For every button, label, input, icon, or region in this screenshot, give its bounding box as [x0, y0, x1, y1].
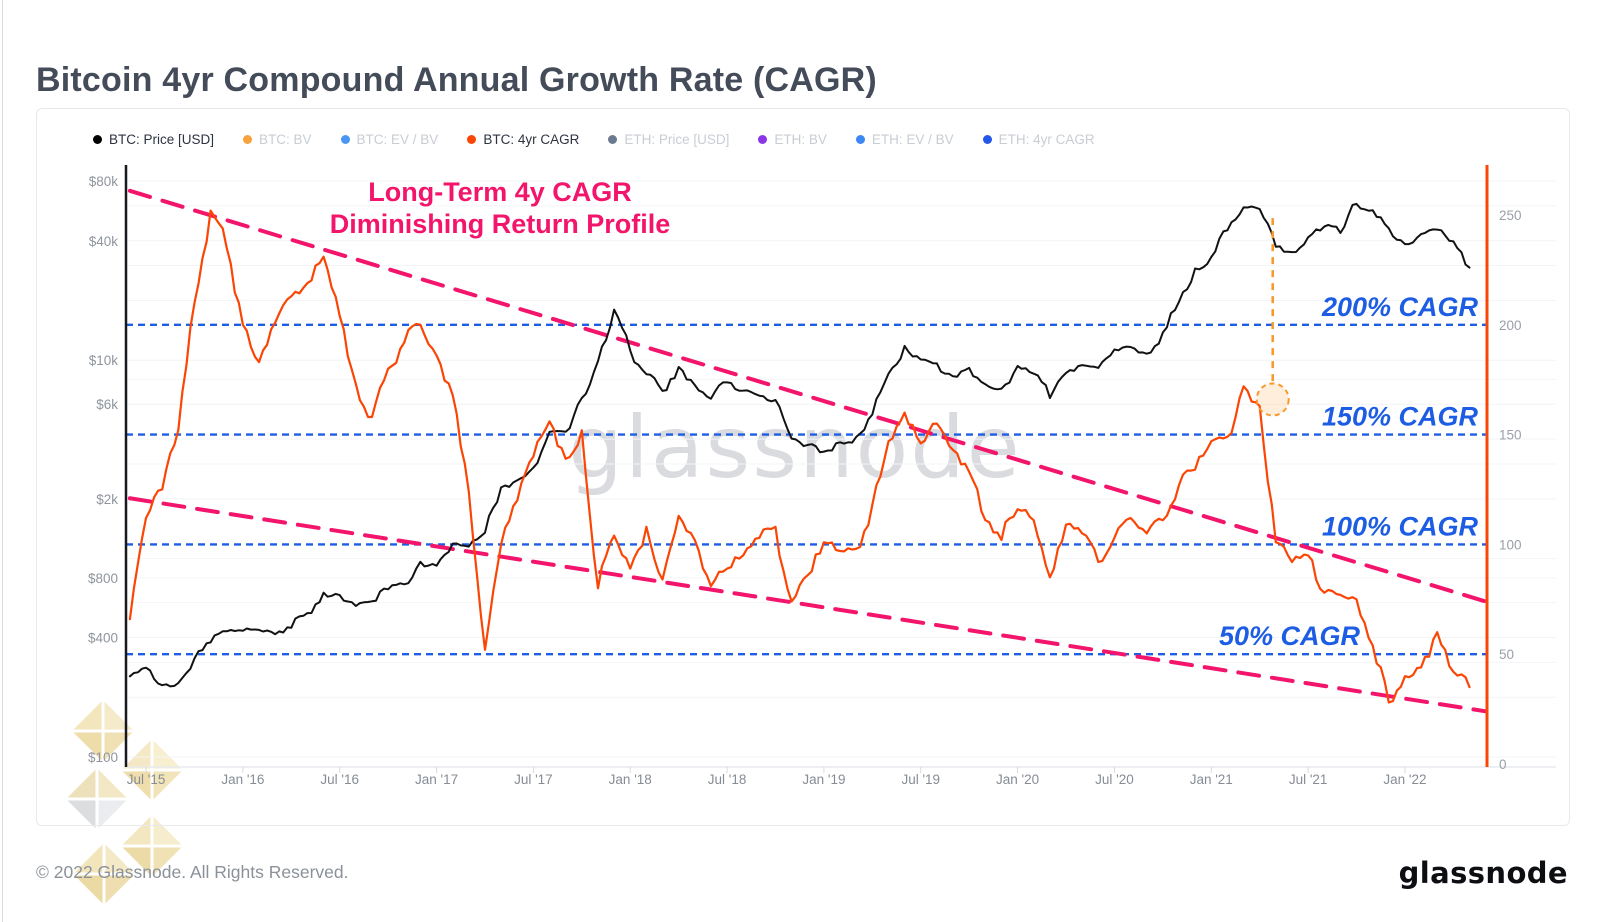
right-axis-tick-label: 0: [1499, 757, 1507, 772]
legend-label: BTC: BV: [259, 132, 312, 147]
trend-line: [127, 188, 1488, 604]
legend-label: BTC: 4yr CAGR: [483, 132, 580, 147]
legend-item-eth-bv[interactable]: ETH: BV: [758, 132, 827, 147]
legend-item-eth-price[interactable]: ETH: Price [USD]: [608, 132, 729, 147]
right-axis-tick-label: 150: [1499, 428, 1522, 443]
glassnode-diamond-decoration: [60, 694, 189, 911]
x-axis-tick-label: Jan '21: [1190, 772, 1233, 787]
x-axis-tick-label: Jul '16: [320, 772, 359, 787]
chart-legend: BTC: Price [USD] BTC: BV BTC: EV / BV BT…: [93, 132, 1095, 147]
cagr-reference-label: 200% CAGR: [1321, 292, 1479, 322]
left-axis-tick-label: $2k: [96, 492, 118, 507]
annotation-line-1: Long-Term 4y CAGR: [368, 177, 632, 207]
legend-item-eth-ev-bv[interactable]: ETH: EV / BV: [855, 132, 954, 147]
x-axis-tick-label: Jul '19: [901, 772, 940, 787]
page-left-edge: [2, 0, 3, 922]
x-axis-tick-label: Jul '17: [514, 772, 553, 787]
legend-label: BTC: Price [USD]: [109, 132, 215, 147]
btc-4yr-cagr-dot-icon: [467, 135, 477, 144]
footer-copyright: © 2022 Glassnode. All Rights Reserved.: [36, 862, 349, 882]
legend-item-btc-bv[interactable]: BTC: BV: [243, 132, 312, 147]
x-axis-tick-label: Jan '20: [996, 772, 1039, 787]
x-axis-tick-label: Jan '16: [221, 772, 264, 787]
right-axis-tick-label: 100: [1499, 537, 1522, 552]
x-axis-tick-label: Jul '21: [1289, 772, 1328, 787]
chart-annotation: Long-Term 4y CAGR Diminishing Return Pro…: [290, 176, 710, 240]
left-axis-tick-label: $800: [88, 571, 118, 586]
x-axis-tick-label: Jan '19: [802, 772, 845, 787]
btc-price-dot-icon: [93, 135, 102, 144]
right-axis-tick-label: 200: [1499, 318, 1522, 333]
x-axis-tick-label: Jul '20: [1095, 772, 1134, 787]
eth-ev-bv-dot-icon: [855, 135, 865, 144]
diamond-facet: [66, 694, 105, 733]
x-axis-tick-label: Jan '17: [415, 772, 458, 787]
x-axis-tick-label: Jul '15: [127, 772, 166, 787]
left-axis-tick-label: $80k: [89, 174, 119, 189]
left-axis-tick-label: $6k: [96, 397, 118, 412]
series-btc-4yr-cagr: [128, 209, 1471, 704]
left-axis-tick-label: $100: [88, 750, 118, 765]
x-axis-tick-label: Jan '18: [609, 772, 652, 787]
annotation-line-2: Diminishing Return Profile: [329, 209, 671, 239]
series-btc-price-usd-: [128, 202, 1471, 688]
diamond-facet: [115, 809, 154, 848]
cagr-reference-label: 150% CAGR: [1322, 402, 1479, 432]
legend-label: BTC: EV / BV: [356, 132, 439, 147]
eth-price-dot-icon: [608, 135, 618, 144]
left-axis-tick-label: $40k: [89, 234, 119, 249]
eth-4yr-cagr-dot-icon: [982, 135, 992, 144]
x-axis-tick-label: Jan '22: [1383, 772, 1426, 787]
legend-label: ETH: BV: [774, 132, 827, 147]
cagr-reference-label: 50% CAGR: [1219, 621, 1361, 651]
left-axis-tick-label: $10k: [89, 353, 119, 368]
legend-label: ETH: 4yr CAGR: [998, 132, 1095, 147]
diamond-facet: [60, 762, 99, 801]
eth-bv-dot-icon: [758, 135, 768, 144]
right-axis-tick-label: 250: [1499, 208, 1522, 223]
legend-item-eth-4yr-cagr[interactable]: ETH: 4yr CAGR: [982, 132, 1095, 147]
legend-item-btc-price[interactable]: BTC: Price [USD]: [93, 132, 214, 147]
watermark: glassnode: [568, 398, 1022, 498]
btc-bv-dot-icon: [243, 135, 253, 144]
highlight-circle: [1255, 382, 1290, 417]
x-axis-tick-label: Jul '18: [708, 772, 747, 787]
legend-item-btc-4yr-cagr[interactable]: BTC: 4yr CAGR: [467, 132, 579, 147]
legend-label: ETH: EV / BV: [871, 132, 954, 147]
glassnode-wordmark: glassnode: [1398, 856, 1568, 890]
btc-ev-bv-dot-icon: [340, 135, 350, 144]
legend-item-btc-ev-bv[interactable]: BTC: EV / BV: [340, 132, 439, 147]
trend-line: [127, 496, 1488, 714]
diamond-facet: [67, 837, 106, 876]
chart-card: [36, 108, 1570, 826]
legend-label: ETH: Price [USD]: [624, 132, 730, 147]
cagr-chart-plot: 200% CAGR 150% CAGR 100% CAGR 50% CAGR $80k $…: [88, 165, 1556, 787]
left-axis-tick-label: $400: [88, 631, 118, 646]
right-axis-tick-label: 50: [1499, 647, 1514, 662]
cagr-reference-label: 100% CAGR: [1322, 511, 1479, 541]
page-title: Bitcoin 4yr Compound Annual Growth Rate …: [36, 60, 877, 99]
